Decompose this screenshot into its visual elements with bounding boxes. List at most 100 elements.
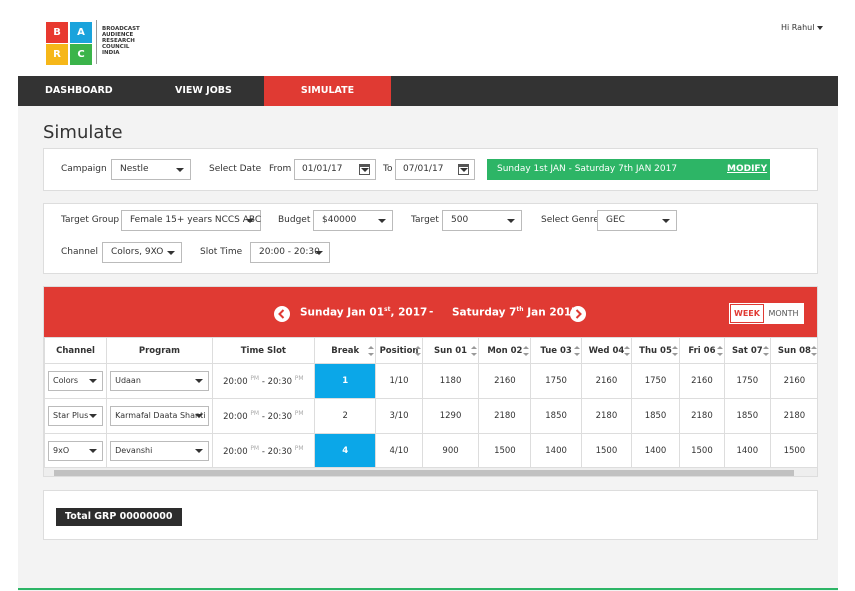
day-cell: 1500 (478, 433, 532, 469)
date-input[interactable]: 07/01/17 (395, 159, 475, 180)
nav-bar: DASHBOARD VIEW JOBS SIMULATE (18, 76, 838, 106)
column-header: Thu 05 (631, 337, 681, 364)
user-menu[interactable]: Hi Rahul (781, 23, 823, 32)
range-text: Sunday 1st JAN - Saturday 7th JAN 2017 (497, 164, 678, 174)
column-header: Wed 04 (580, 337, 633, 364)
campaign-select[interactable]: Nestle (111, 159, 191, 180)
content: Simulate Campaign Nestle Select Date Fro… (18, 106, 838, 591)
end-date: Saturday 7th Jan 2017 (452, 306, 579, 319)
sort-icon[interactable] (412, 346, 421, 356)
footer-line (18, 588, 838, 590)
sort-icon[interactable] (468, 346, 478, 356)
modify-link[interactable]: MODIFY (727, 164, 768, 174)
logo-line: AUDIENCE (102, 32, 134, 38)
calendar-icon (458, 164, 469, 175)
time-part: PM (250, 375, 260, 383)
channel-select[interactable]: Star Plus (48, 406, 104, 426)
header-row: Channel Program Time Slot Break Position Sun … (44, 337, 817, 364)
position-cell: 4/10 (375, 433, 423, 469)
schedule-table: Channel Program Time Slot Break Position Sun … (44, 337, 817, 469)
column-header: Mon 02 (478, 337, 532, 364)
day-cell: 1750 (723, 363, 771, 399)
position-cell: 3/10 (375, 398, 423, 434)
view-toggle: WEEK MONTH (729, 303, 804, 324)
cell: Colors (44, 363, 108, 399)
sort-icon[interactable] (808, 346, 817, 356)
date-sup: st (384, 306, 391, 313)
column-title: Thu 05 (639, 345, 672, 356)
select[interactable]: Female 15+ years NCCS ABC (121, 210, 261, 231)
label: Budget (278, 215, 311, 225)
program-select[interactable]: Devanshi (110, 441, 209, 461)
schedule-panel: Sunday Jan 01st, 2017 - Saturday 7th Jan… (43, 286, 818, 477)
program-select[interactable]: Udaan (110, 371, 209, 391)
date-input[interactable]: 01/01/17 (294, 159, 376, 180)
day-cell: 1850 (631, 398, 681, 434)
cell: Star Plus (44, 398, 108, 434)
nav-item[interactable]: VIEW JOBS (175, 85, 232, 96)
sort-icon[interactable] (365, 346, 375, 356)
day-cell: 1750 (530, 363, 582, 399)
day-cell: 1500 (679, 433, 725, 469)
campaign-panel: Campaign Nestle Select Date From 01/01/1… (43, 148, 818, 191)
column-title: Mon 02 (487, 345, 523, 356)
column-header: Sun 08 (769, 337, 817, 364)
start-date: Sunday Jan 01st, 2017 (300, 306, 427, 319)
total-panel: Total GRP 00000000 (43, 490, 818, 540)
sort-icon[interactable] (571, 346, 580, 356)
date-value: 01/01/17 (302, 164, 343, 174)
caret (816, 25, 823, 30)
view-month[interactable]: MONTH (768, 309, 799, 318)
time-part: 20:30 (267, 446, 293, 457)
total-grp: Total GRP 00000000 (56, 508, 182, 526)
page-title: Simulate (43, 122, 123, 143)
cell: Udaan (106, 363, 213, 399)
sort-icon[interactable] (714, 346, 723, 356)
day-cell: 2180 (478, 398, 532, 434)
sort-icon[interactable] (669, 346, 679, 356)
scroll-thumb (54, 470, 794, 476)
sort-icon[interactable] (760, 346, 769, 356)
arrow (278, 309, 285, 319)
select[interactable]: 20:00 - 20:30 (250, 242, 330, 263)
column-header: Break (313, 337, 377, 364)
scrollbar[interactable] (44, 467, 817, 476)
channel-select[interactable]: 9xO (48, 441, 104, 461)
logo-divider (96, 20, 97, 64)
next-button[interactable] (570, 306, 586, 322)
user-name: Hi Rahul (781, 23, 815, 32)
label: Target Group (61, 215, 120, 225)
nav-item[interactable]: DASHBOARD (45, 85, 113, 96)
channel-select[interactable]: Colors (48, 371, 104, 391)
time-part: PM (250, 410, 260, 418)
select[interactable]: Colors, 9XO (102, 242, 182, 263)
arrow (575, 309, 582, 319)
day-cell: 2160 (580, 363, 633, 399)
day-cell: 2180 (580, 398, 633, 434)
sort-icon[interactable] (520, 346, 530, 356)
column-title: Time Slot (240, 345, 286, 356)
select[interactable]: GEC (597, 210, 677, 231)
date-text: Sunday Jan 01 (300, 306, 385, 319)
label: Select Genre (541, 215, 599, 225)
day-cell: 1400 (723, 433, 771, 469)
program-select[interactable]: Karmafal Daata Shanti (110, 406, 209, 426)
cell: 9xO (44, 433, 108, 469)
nav-item[interactable]: SIMULATE (264, 76, 391, 106)
date-sup: th (516, 306, 524, 313)
cell: 20:00 PM - 20:30 PM (211, 398, 315, 434)
select[interactable]: $40000 (313, 210, 393, 231)
label: Channel (61, 247, 98, 257)
column-title: Program (138, 345, 180, 356)
sort-icon[interactable] (621, 346, 631, 356)
column-header: Position (375, 337, 423, 364)
select[interactable]: 500 (442, 210, 522, 231)
day-cell: 2180 (769, 398, 817, 434)
break-cell: 2 (313, 398, 377, 434)
column-header: Sat 07 (723, 337, 771, 364)
column-title: Tue 03 (540, 345, 572, 356)
time-part: PM (294, 445, 304, 453)
logo-line: BROADCAST (102, 26, 140, 32)
view-week[interactable]: WEEK (730, 304, 764, 323)
prev-button[interactable] (274, 306, 290, 322)
